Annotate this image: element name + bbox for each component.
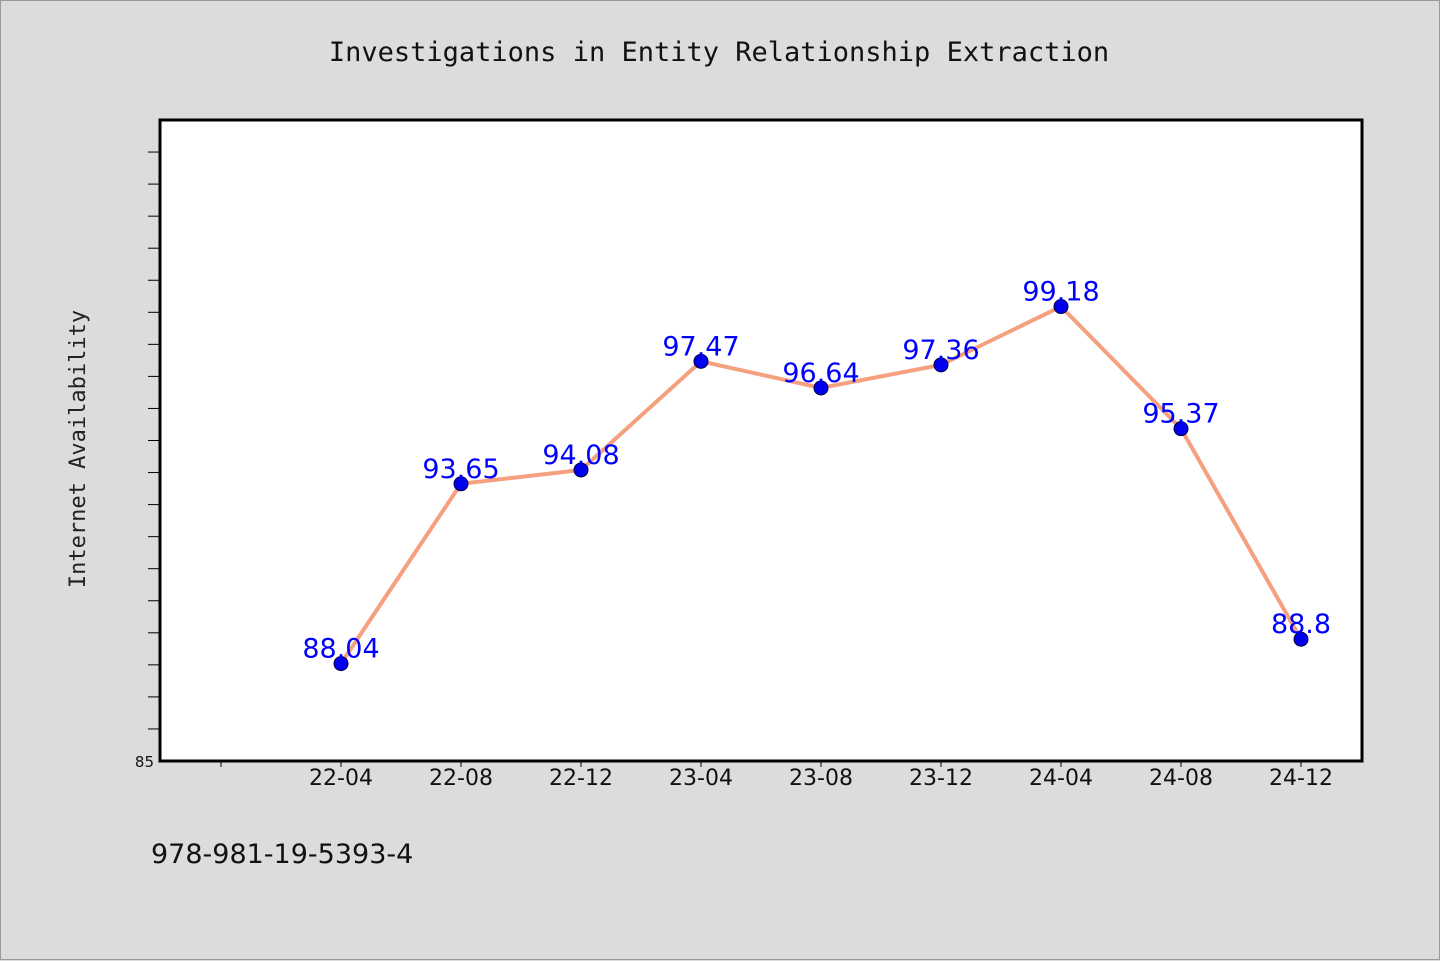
y-tick-label: 85 [135, 753, 154, 771]
data-markers [333, 299, 1309, 672]
x-tick-label: 22-12 [549, 766, 613, 791]
x-tick-label: 24-04 [1029, 766, 1093, 791]
data-point [453, 476, 469, 492]
data-label: 97.47 [662, 331, 739, 362]
y-axis-ticks [148, 151, 160, 730]
data-label: 97.36 [902, 335, 979, 366]
x-tick-label: 23-08 [789, 766, 853, 791]
data-point [1173, 421, 1189, 437]
x-tick-label: 24-12 [1269, 766, 1333, 791]
x-tick-label: 24-08 [1149, 766, 1213, 791]
chart-title: Investigations in Entity Relationship Ex… [329, 37, 1109, 68]
y-axis-label: Internet Availability [66, 310, 91, 588]
data-label: 88.8 [1271, 609, 1331, 640]
data-point [813, 380, 829, 396]
plot-area [158, 118, 1364, 763]
data-label: 95.37 [1142, 399, 1219, 430]
data-point [933, 357, 949, 373]
x-tick-label: 23-12 [909, 766, 973, 791]
x-tick-label: 22-04 [309, 766, 373, 791]
data-label: 99.18 [1022, 277, 1099, 308]
x-tick-label: 22-08 [429, 766, 493, 791]
y-axis-tick-labels: 85 [135, 753, 154, 771]
data-label: 88.04 [302, 634, 379, 665]
data-labels: 88.04 93.65 94.08 97.47 96.64 97.36 99.18 95.37… [302, 277, 1331, 665]
data-label: 94.08 [542, 440, 619, 471]
data-label: 96.64 [782, 358, 859, 389]
data-point [693, 353, 709, 369]
data-point [333, 656, 349, 672]
x-axis-ticks [220, 761, 1302, 767]
footer-isbn: 978-981-19-5393-4 [151, 839, 413, 870]
data-point [1053, 299, 1069, 315]
data-label: 93.65 [422, 454, 499, 485]
data-point [1293, 631, 1309, 647]
x-tick-label: 23-04 [669, 766, 733, 791]
x-axis-tick-labels: 22-04 22-08 22-12 23-04 23-08 23-12 24-04 24-08… [309, 766, 1333, 791]
data-point [573, 462, 589, 478]
